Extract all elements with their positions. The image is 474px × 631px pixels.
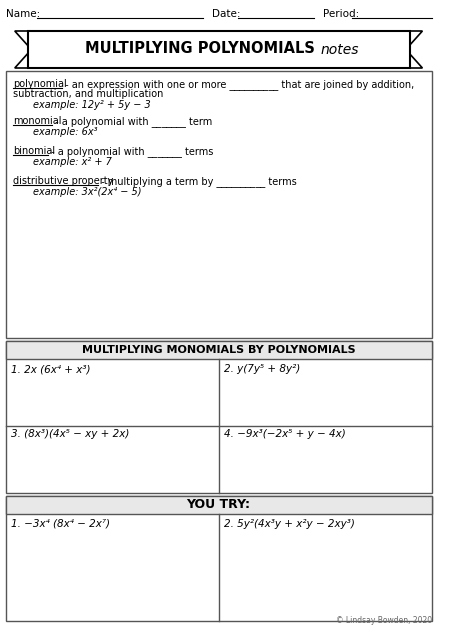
Text: 3. (8x³)(4x⁵ − xy + 2x): 3. (8x³)(4x⁵ − xy + 2x) [11,429,129,439]
Text: - a polynomial with _______ term: - a polynomial with _______ term [52,116,212,127]
Text: monomial: monomial [13,116,62,126]
Text: - a polynomial with _______ terms: - a polynomial with _______ terms [48,146,213,157]
Text: binomial: binomial [13,146,55,156]
Bar [6,341,432,493]
Text: MULTIPLYING POLYNOMIALS: MULTIPLYING POLYNOMIALS [85,41,320,56]
Bar [6,341,432,359]
Text: 1. −3x⁴ (8x⁴ − 2x⁷): 1. −3x⁴ (8x⁴ − 2x⁷) [11,519,110,529]
Bar [6,71,432,338]
Text: Period:: Period: [323,9,359,19]
Text: Name:: Name: [6,9,40,19]
Bar [6,496,432,514]
Text: - an expression with one or more __________ that are joined by addition,: - an expression with one or more _______… [62,79,414,90]
Text: 2. 5y²(4x³y + x²y − 2xy³): 2. 5y²(4x³y + x²y − 2xy³) [224,519,355,529]
Text: - multiplying a term by __________ terms: - multiplying a term by __________ terms [98,176,297,187]
Text: 4. −9x³(−2x⁵ + y − 4x): 4. −9x³(−2x⁵ + y − 4x) [224,429,346,439]
Text: 2. y(7y⁵ + 8y²): 2. y(7y⁵ + 8y²) [224,364,301,374]
Text: polynomial: polynomial [13,79,67,89]
Text: notes: notes [321,44,359,57]
Text: distributive property: distributive property [13,176,113,186]
Text: Date:: Date: [212,9,241,19]
Polygon shape [15,31,44,68]
Text: © Lindsay Bowden, 2020: © Lindsay Bowden, 2020 [336,616,432,625]
Text: YOU TRY:: YOU TRY: [187,498,251,512]
Text: MULTIPLYING MONOMIALS BY POLYNOMIALS: MULTIPLYING MONOMIALS BY POLYNOMIALS [82,345,356,355]
Bar [6,496,432,621]
Text: example: x² + 7: example: x² + 7 [33,157,112,167]
Text: example: 6x³: example: 6x³ [33,127,98,137]
Text: example: 12y² + 5y − 3: example: 12y² + 5y − 3 [33,100,151,110]
Bar [27,31,410,68]
Text: example: 3x²(2x⁴ − 5): example: 3x²(2x⁴ − 5) [33,187,142,197]
Text: subtraction, and multiplication: subtraction, and multiplication [13,89,163,99]
Text: 1. 2x (6x⁴ + x³): 1. 2x (6x⁴ + x³) [11,364,91,374]
Polygon shape [393,31,422,68]
